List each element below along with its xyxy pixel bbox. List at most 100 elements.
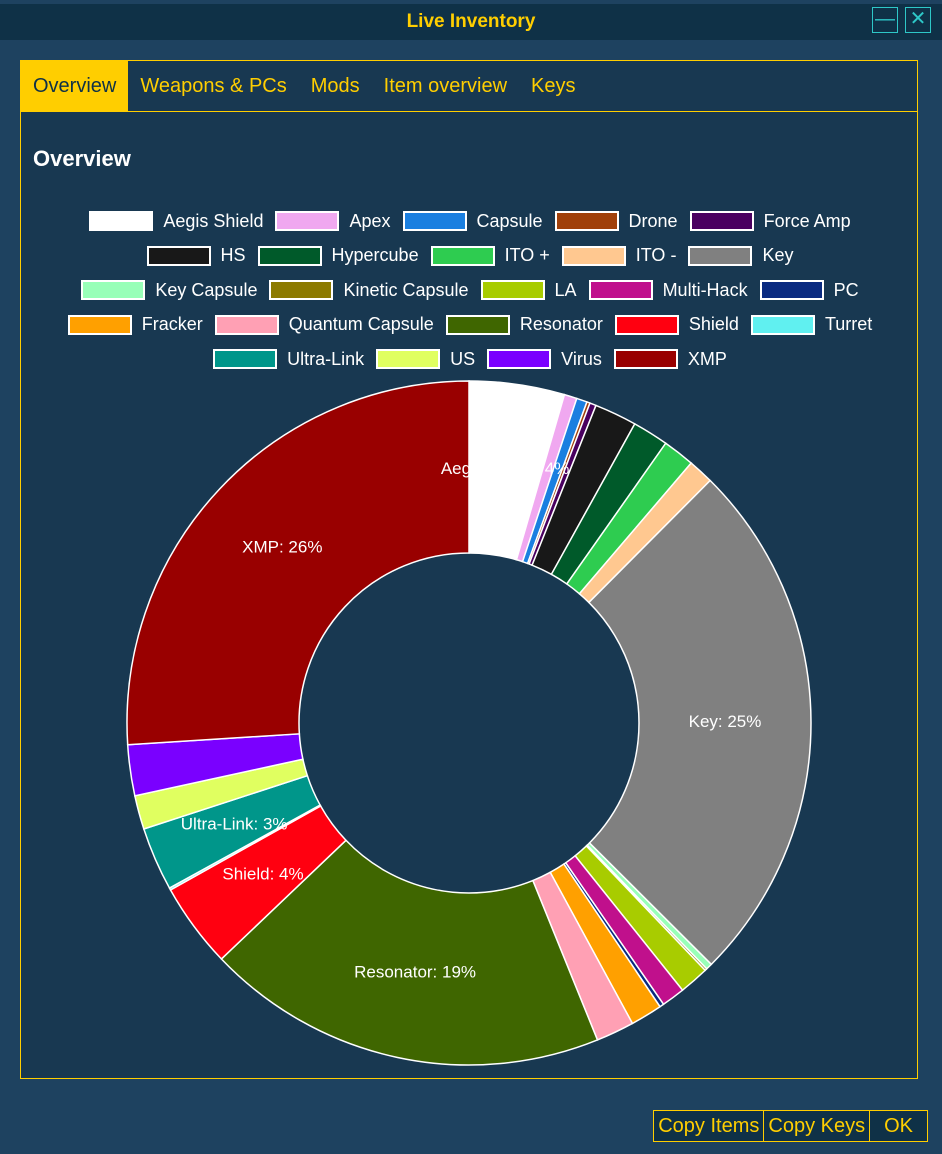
data-label: Ultra-Link: 3% (181, 814, 288, 833)
legend-swatch (487, 349, 552, 370)
legend-label: Quantum Capsule (288, 314, 434, 335)
legend-label: PC (833, 279, 859, 300)
legend-item: Shield (614, 314, 739, 335)
legend-swatch (402, 211, 467, 232)
legend-label: Turret (824, 314, 873, 335)
chart-title: Overview (33, 146, 131, 171)
legend-swatch (214, 314, 279, 335)
legend-item: ITO - (561, 245, 677, 266)
legend-item: Multi-Hack (588, 279, 748, 301)
button[interactable]: OK (870, 1110, 928, 1142)
data-label: Aegis Shield: 4% (441, 459, 570, 478)
title-bar: Live Inventory (0, 4, 942, 40)
legend-swatch (614, 314, 679, 335)
data-label: XMP: 26% (242, 537, 322, 556)
data-label: Key: 25% (689, 712, 762, 731)
legend-label: ITO + (504, 245, 550, 266)
legend-label: Capsule (476, 210, 543, 231)
legend-item: ITO + (430, 245, 550, 266)
legend-item: Capsule (402, 210, 543, 232)
legend-item: Drone (554, 210, 678, 232)
data-label: Shield: 4% (222, 864, 303, 883)
tab[interactable]: Weapons & PCs (140, 75, 287, 97)
legend-row: Aegis Shield Apex Capsule Drone Force Amp (20, 204, 920, 239)
legend-label: Virus (561, 348, 602, 369)
legend-label: Key Capsule (155, 279, 258, 300)
legend-label: ITO - (635, 245, 677, 266)
slice (220, 839, 599, 1066)
legend-swatch (445, 314, 510, 335)
legend-item: HS (146, 245, 246, 266)
legend-label: US (450, 348, 476, 369)
legend-swatch (213, 349, 278, 370)
slice (587, 479, 812, 966)
button-bar: Copy Items Copy Keys OK (653, 1110, 928, 1142)
legend-item: Key Capsule (81, 280, 257, 301)
button[interactable]: Copy Keys (764, 1110, 871, 1142)
minimize-button[interactable]: — (872, 7, 898, 33)
legend-label: Apex (349, 210, 391, 231)
legend-item: Key (688, 245, 793, 266)
legend-label: Drone (628, 210, 678, 231)
close-button[interactable]: ✕ (905, 7, 931, 33)
legend-swatch (257, 245, 322, 266)
legend-swatch (688, 245, 753, 266)
legend-label: Kinetic Capsule (343, 279, 469, 300)
legend-swatch (430, 245, 495, 266)
legend-row: Key Capsule Kinetic Capsule LA Multi-Hack PC (20, 273, 920, 308)
legend-swatch (759, 280, 824, 301)
legend-item: LA (480, 279, 577, 301)
legend-swatch (480, 280, 545, 301)
button[interactable]: Copy Items (653, 1110, 765, 1142)
legend-item: Virus (487, 349, 602, 370)
tab-bar: Overview Weapons & PCs Mods Item overview Ke… (21, 61, 917, 112)
legend-item: Aegis Shield (89, 211, 263, 232)
legend-row: Fracker Quantum Capsule Resonator Shield Tur… (20, 308, 920, 343)
slice (126, 380, 470, 746)
legend-swatch (750, 314, 815, 335)
legend-swatch (613, 349, 678, 370)
legend-label: Aegis Shield (163, 210, 264, 231)
legend-item: Hypercube (257, 245, 419, 266)
legend-swatch (588, 280, 653, 301)
legend-swatch (376, 349, 441, 370)
legend-label: Key (762, 245, 794, 266)
legend: Aegis Shield Apex Capsule Drone Force Amp HS H… (20, 204, 920, 377)
legend-label: Ultra-Link (287, 348, 365, 369)
legend-label: Resonator (519, 314, 603, 335)
window-title: Live Inventory (406, 11, 536, 32)
data-label: Resonator: 19% (354, 963, 476, 982)
legend-label: Shield (688, 314, 739, 335)
tab[interactable]: Mods (310, 75, 360, 97)
legend-row: Ultra-Link US Virus XMP (20, 342, 920, 377)
legend-label: LA (554, 279, 577, 300)
legend-label: Hypercube (331, 245, 419, 266)
legend-swatch (89, 211, 154, 232)
legend-label: Multi-Hack (662, 279, 748, 300)
legend-label: HS (220, 245, 246, 266)
legend-item: PC (759, 279, 859, 301)
legend-item: US (376, 349, 475, 370)
legend-item: Turret (750, 314, 873, 335)
legend-item: Quantum Capsule (214, 314, 434, 335)
tab[interactable]: Overview (21, 61, 129, 111)
legend-swatch (689, 211, 754, 232)
legend-label: Fracker (141, 314, 203, 335)
legend-row: HS Hypercube ITO + ITO - Key (20, 239, 920, 274)
legend-label: Force Amp (763, 210, 851, 231)
tab[interactable]: Keys (531, 75, 576, 97)
legend-swatch (146, 245, 211, 266)
tab[interactable]: Item overview (383, 75, 508, 97)
legend-swatch (561, 245, 626, 266)
legend-swatch (67, 314, 132, 335)
legend-swatch (275, 211, 340, 232)
legend-item: Resonator (445, 314, 603, 335)
legend-swatch (554, 211, 619, 232)
legend-item: Ultra-Link (213, 349, 364, 370)
legend-item: Apex (275, 210, 391, 232)
legend-swatch (269, 280, 334, 301)
legend-item: Fracker (67, 314, 203, 335)
legend-item: Kinetic Capsule (269, 279, 469, 301)
